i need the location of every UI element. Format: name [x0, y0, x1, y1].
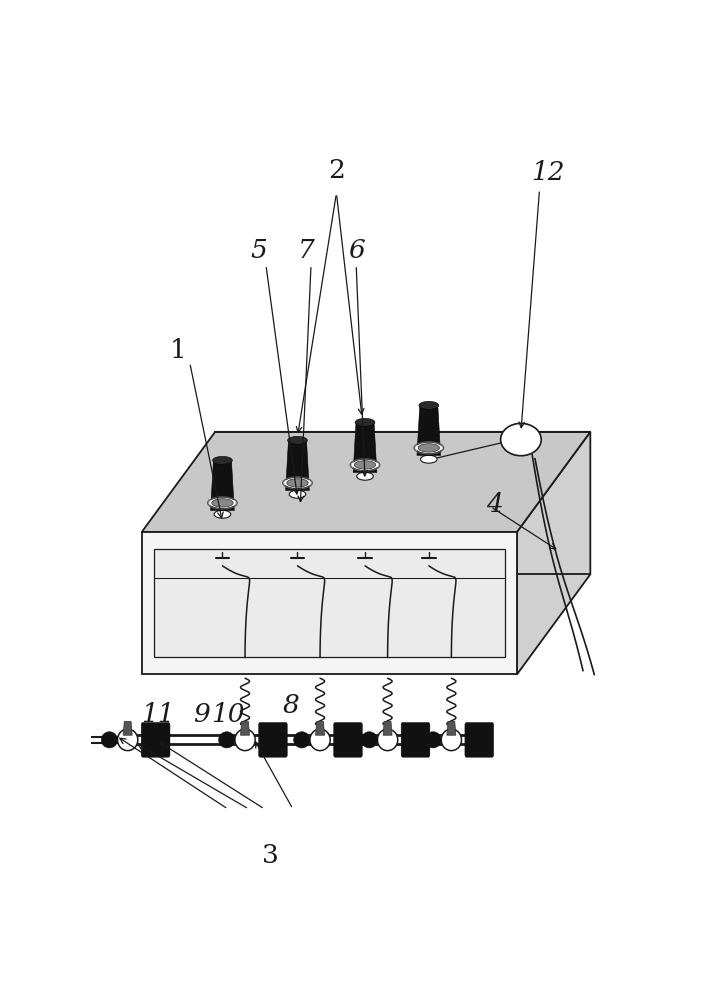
Polygon shape	[123, 721, 132, 735]
FancyBboxPatch shape	[401, 722, 430, 757]
Polygon shape	[417, 405, 440, 455]
Ellipse shape	[117, 729, 138, 751]
Ellipse shape	[418, 444, 440, 452]
Polygon shape	[353, 422, 377, 472]
Ellipse shape	[377, 729, 397, 751]
Ellipse shape	[425, 732, 441, 748]
Ellipse shape	[352, 460, 378, 470]
Ellipse shape	[214, 510, 231, 518]
Ellipse shape	[355, 418, 375, 426]
Polygon shape	[315, 721, 325, 735]
Ellipse shape	[441, 729, 462, 751]
Ellipse shape	[355, 461, 376, 469]
Ellipse shape	[357, 472, 373, 480]
Ellipse shape	[218, 732, 235, 748]
Ellipse shape	[361, 732, 377, 748]
Ellipse shape	[421, 455, 437, 463]
Polygon shape	[383, 721, 392, 735]
Text: 8: 8	[283, 693, 300, 718]
Text: 1: 1	[170, 338, 187, 363]
Ellipse shape	[212, 499, 233, 507]
Ellipse shape	[310, 729, 331, 751]
Text: 6: 6	[348, 238, 365, 263]
Ellipse shape	[287, 479, 308, 487]
FancyBboxPatch shape	[333, 722, 363, 757]
Text: 2: 2	[328, 158, 345, 183]
FancyBboxPatch shape	[465, 722, 494, 757]
Polygon shape	[285, 440, 309, 490]
Ellipse shape	[213, 456, 232, 464]
Ellipse shape	[101, 732, 117, 748]
Text: 7: 7	[298, 238, 315, 263]
Polygon shape	[142, 432, 590, 532]
Ellipse shape	[416, 443, 442, 453]
Ellipse shape	[285, 478, 311, 488]
Polygon shape	[142, 532, 517, 674]
FancyBboxPatch shape	[258, 722, 288, 757]
Polygon shape	[154, 549, 505, 657]
Ellipse shape	[289, 490, 306, 498]
Ellipse shape	[501, 423, 541, 456]
Text: 9: 9	[193, 702, 210, 727]
Text: 10: 10	[211, 702, 245, 727]
Text: 11: 11	[141, 702, 174, 727]
Ellipse shape	[288, 436, 307, 444]
Text: 5: 5	[250, 238, 267, 263]
Text: 4: 4	[486, 492, 503, 518]
Ellipse shape	[293, 732, 310, 748]
FancyBboxPatch shape	[141, 722, 170, 757]
Polygon shape	[517, 432, 590, 674]
Text: 3: 3	[262, 843, 279, 868]
Polygon shape	[240, 721, 250, 735]
Polygon shape	[210, 460, 234, 510]
Ellipse shape	[419, 401, 439, 409]
Polygon shape	[447, 721, 456, 735]
Ellipse shape	[210, 498, 235, 508]
Ellipse shape	[235, 729, 256, 751]
Text: 12: 12	[531, 160, 565, 185]
